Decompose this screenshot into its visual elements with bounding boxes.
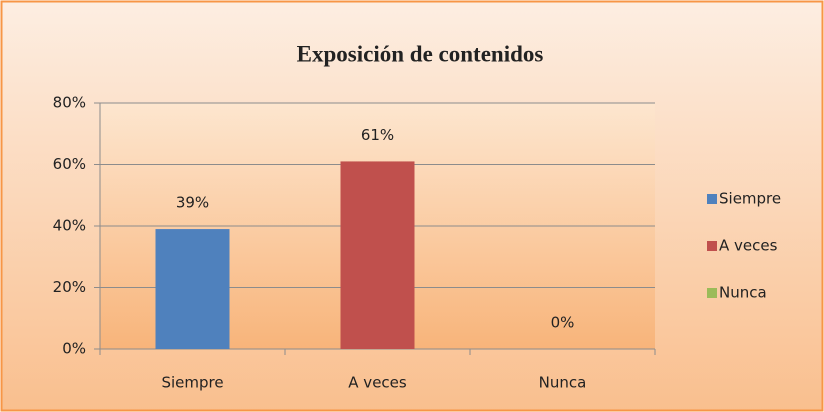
data-label: 0% bbox=[551, 314, 575, 332]
legend-label: A veces bbox=[719, 237, 778, 255]
y-tick-label: 60% bbox=[53, 155, 86, 173]
legend-swatch bbox=[707, 194, 717, 204]
bar bbox=[155, 229, 230, 349]
y-tick-label: 20% bbox=[53, 278, 86, 296]
data-label: 39% bbox=[176, 194, 209, 212]
legend-swatch bbox=[707, 288, 717, 298]
x-tick-label: A veces bbox=[348, 374, 407, 392]
bar bbox=[340, 161, 415, 349]
chart-title: Exposición de contenidos bbox=[297, 41, 544, 66]
legend-label: Nunca bbox=[719, 284, 767, 302]
x-tick-label: Nunca bbox=[539, 374, 587, 392]
x-tick-label: Siempre bbox=[161, 374, 223, 392]
data-label: 61% bbox=[361, 126, 394, 144]
legend-swatch bbox=[707, 241, 717, 251]
y-tick-label: 80% bbox=[53, 94, 86, 112]
y-tick-label: 40% bbox=[53, 217, 86, 235]
legend-label: Siempre bbox=[719, 190, 781, 208]
y-tick-label: 0% bbox=[62, 340, 86, 358]
